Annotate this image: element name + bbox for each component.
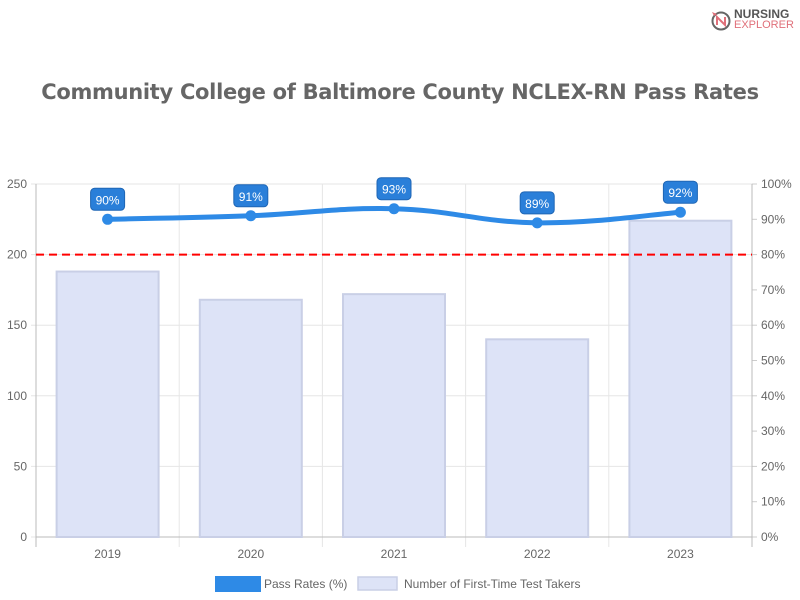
logo-subtext: EXPLORER: [734, 19, 794, 31]
x-tick-label: 2020: [237, 547, 264, 561]
x-tick-label: 2022: [524, 547, 551, 561]
y-right-tick-label: 60%: [761, 318, 785, 332]
bar-test-takers: [55, 270, 160, 538]
y-right-tick-label: 20%: [761, 459, 785, 473]
y-left-tick-label: 200: [7, 248, 27, 262]
data-label-box: [90, 187, 126, 211]
y-right-tick-label: 80%: [761, 248, 785, 262]
x-tick-label: 2021: [381, 547, 408, 561]
y-right-tick-label: 90%: [761, 212, 785, 226]
y-right-tick-label: 100%: [761, 177, 792, 191]
y-right-tick-label: 50%: [761, 354, 785, 368]
x-tick-label: 2023: [667, 547, 694, 561]
pass-rate-point: [531, 217, 543, 229]
pass-rate-point: [388, 203, 400, 215]
data-label: 91%: [239, 190, 263, 204]
data-label-box: [233, 184, 269, 208]
y-left-tick-label: 150: [7, 318, 27, 332]
y-left-tick-label: 50: [14, 459, 28, 473]
data-label: 90%: [96, 193, 120, 207]
y-right-tick-label: 70%: [761, 283, 785, 297]
bar-test-takers: [342, 293, 446, 538]
logo-icon: [711, 11, 731, 30]
y-left-tick-label: 0: [20, 530, 27, 544]
y-right-tick-label: 30%: [761, 424, 785, 438]
y-left-tick-label: 250: [7, 177, 27, 191]
data-label-box: [662, 180, 698, 204]
data-label: 92%: [668, 186, 692, 200]
bar-test-takers: [485, 338, 590, 538]
legend-swatch-test-takers: [357, 576, 398, 591]
legend-label-pass-rates: Pass Rates (%): [264, 577, 347, 591]
pass-rate-point: [245, 210, 257, 222]
x-tick-label: 2019: [94, 547, 121, 561]
data-label: 89%: [525, 197, 549, 211]
bar-test-takers: [198, 298, 303, 538]
logo-text: NURSING: [734, 7, 790, 21]
y-right-tick-label: 10%: [761, 495, 785, 509]
pass-rate-point: [102, 213, 114, 225]
pass-rate-point: [674, 206, 686, 218]
data-label-box: [519, 191, 555, 215]
data-label: 93%: [382, 183, 406, 197]
data-label-box: [376, 177, 412, 201]
y-right-tick-label: 40%: [761, 389, 785, 403]
nursing-explorer-logo: NURSING EXPLORER: [710, 8, 794, 31]
bar-test-takers: [628, 219, 733, 538]
legend-label-test-takers: Number of First-Time Test Takers: [404, 577, 580, 591]
legend-swatch-pass-rates: [215, 576, 261, 592]
chart-title: Community College of Baltimore County NC…: [41, 80, 759, 104]
y-right-tick-label: 0%: [761, 530, 779, 544]
y-left-tick-label: 100: [7, 389, 27, 403]
